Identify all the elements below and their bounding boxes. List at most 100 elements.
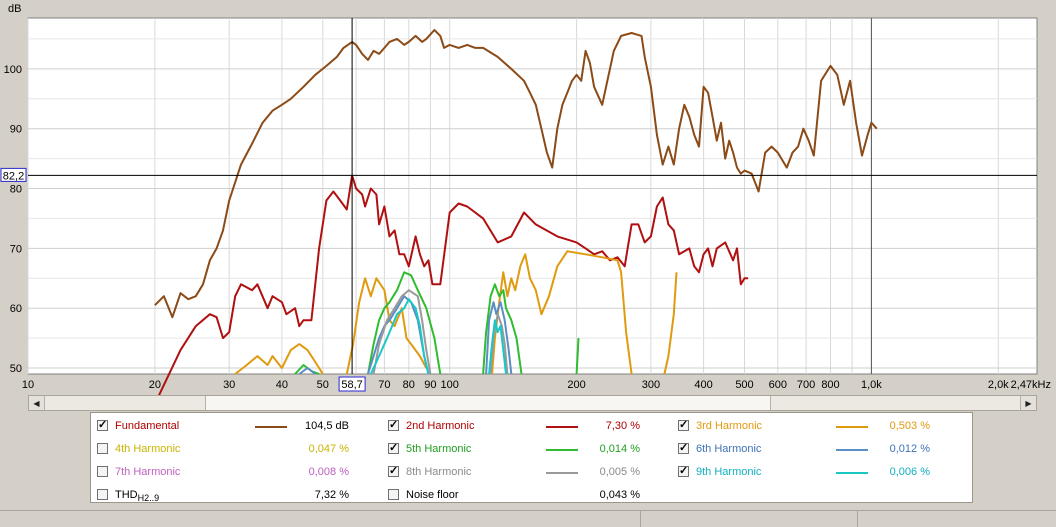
legend-item-thd[interactable]: THDH2..9 7,32 % [97, 487, 383, 505]
x-tick-label: 2,47kHz [1011, 379, 1051, 391]
series-layer [154, 29, 878, 395]
series-line [663, 272, 678, 375]
cursor-x-badge [338, 376, 366, 392]
cursor: 82,2 58,7 [0, 18, 1037, 392]
legend-value: 0,503 % [889, 420, 930, 432]
plot-area[interactable] [27, 17, 1038, 375]
legend-value: 7,30 % [605, 420, 640, 432]
legend-value: 0,008 % [308, 466, 349, 478]
legend-swatch [836, 472, 868, 474]
checkbox-unchecked[interactable] [97, 466, 108, 477]
legend-item-9th-harmonic[interactable]: ✓ 9th Harmonic 0,006 % [678, 464, 964, 482]
legend-label: Noise floor [406, 489, 459, 501]
legend-label: 8th Harmonic [406, 466, 472, 478]
legend-label: 4th Harmonic [115, 443, 181, 455]
series-9th-harmonic [369, 298, 507, 375]
legend-value: 0,043 % [599, 489, 640, 501]
series-line [575, 338, 580, 375]
x-tick-label: 500 [735, 379, 753, 391]
legend-item-7th-harmonic[interactable]: 7th Harmonic 0,008 % [97, 464, 383, 482]
legend-label: 9th Harmonic [696, 466, 762, 478]
x-tick-label: 100 [441, 379, 459, 391]
checkbox-checked[interactable]: ✓ [388, 442, 399, 454]
axis-labels: 50 60 70 80 90 100 10 20 30 40 50 70 80 90 100 200 300 40… [4, 64, 1051, 391]
series-line [369, 298, 430, 375]
checkbox-checked[interactable]: ✓ [97, 419, 108, 431]
series-line [298, 367, 316, 375]
series-line [234, 343, 324, 375]
x-tick-label: 300 [642, 379, 660, 391]
checkbox-checked[interactable]: ✓ [388, 419, 399, 431]
legend-value: 0,047 % [308, 443, 349, 455]
cursor-y-badge [0, 167, 27, 182]
x-tick-label: 10 [22, 379, 34, 391]
triangle-right-icon: ▶ [1025, 398, 1032, 408]
legend-label: 6th Harmonic [696, 443, 762, 455]
y-axis-label: dB [8, 3, 21, 15]
x-tick-label: 90 [424, 379, 436, 391]
series-fundamental [154, 29, 878, 319]
legend-swatch [836, 426, 868, 428]
legend-item-2nd-harmonic[interactable]: ✓ 2nd Harmonic 7,30 % [388, 418, 674, 436]
y-tick-label: 90 [10, 124, 22, 136]
legend-value: 0,006 % [889, 466, 930, 478]
legend-label: 7th Harmonic [115, 466, 181, 478]
scrollbar-thumb[interactable] [205, 396, 771, 410]
checkbox-checked[interactable]: ✓ [678, 465, 689, 477]
x-tick-label: 80 [403, 379, 415, 391]
checkbox-checked[interactable]: ✓ [678, 419, 689, 431]
legend-item-noise-floor[interactable]: Noise floor 0,043 % [388, 487, 674, 505]
y-tick-label: 50 [10, 363, 22, 375]
x-tick-label: 30 [223, 379, 235, 391]
y-tick-label: 80 [10, 184, 22, 196]
series-line [154, 29, 878, 319]
legend-label: THDH2..9 [115, 489, 160, 504]
x-tick-label: 50 [317, 379, 329, 391]
horizontal-scrollbar[interactable]: ◀ ▶ [28, 395, 1037, 411]
checkbox-unchecked[interactable] [97, 443, 108, 454]
legend-item-3rd-harmonic[interactable]: ✓ 3rd Harmonic 0,503 % [678, 418, 964, 436]
x-tick-label: 600 [769, 379, 787, 391]
cursor-x-label: 58,7 [341, 379, 362, 391]
legend-label: Fundamental [115, 420, 180, 432]
series-line [158, 174, 749, 395]
series-line [489, 313, 509, 375]
series-line [367, 271, 442, 375]
x-tick-label: 200 [567, 379, 585, 391]
series-line [482, 283, 523, 375]
checkbox-unchecked[interactable] [388, 489, 399, 500]
triangle-left-icon: ◀ [33, 398, 40, 408]
x-tick-label: 20 [149, 379, 161, 391]
legend-panel: ✓ Fundamental 104,5 dB ✓ 2nd Harmonic 7,30 % ✓… [90, 412, 973, 503]
legend-value: 0,014 % [599, 443, 640, 455]
y-tick-label: 60 [10, 303, 22, 315]
scroll-left-button[interactable]: ◀ [29, 396, 45, 410]
x-tick-label: 400 [694, 379, 712, 391]
series-line [491, 250, 633, 375]
legend-item-4th-harmonic[interactable]: 4th Harmonic 0,047 % [97, 441, 383, 459]
checkbox-checked[interactable]: ✓ [388, 465, 399, 477]
legend-swatch [546, 472, 578, 474]
legend-label: 3rd Harmonic [696, 420, 763, 432]
series-line [372, 289, 432, 375]
x-tick-label: 1,0k [861, 379, 882, 391]
scroll-right-button[interactable]: ▶ [1020, 396, 1036, 410]
legend-item-8th-harmonic[interactable]: ✓ 8th Harmonic 0,005 % [388, 464, 674, 482]
x-tick-label: 2,0k [988, 379, 1009, 391]
cursor-y-label: 82,2 [3, 170, 24, 182]
x-tick-label: 800 [821, 379, 839, 391]
x-tick-label: 700 [797, 379, 815, 391]
y-tick-label: 70 [10, 243, 22, 255]
series-8th-harmonic [372, 289, 509, 375]
harmonics-chart[interactable]: 82,2 58,7 50 60 70 80 90 100 10 20 30 40 50 70 80 90 10… [0, 0, 1056, 395]
legend-swatch [255, 426, 287, 428]
legend-value: 0,005 % [599, 466, 640, 478]
legend-swatch [546, 426, 578, 428]
grid [27, 18, 1037, 374]
series-line [485, 301, 513, 375]
legend-item-fundamental[interactable]: ✓ Fundamental 104,5 dB [97, 418, 383, 436]
checkbox-unchecked[interactable] [97, 489, 108, 500]
legend-item-5th-harmonic[interactable]: ✓ 5th Harmonic 0,014 % [388, 441, 674, 459]
checkbox-checked[interactable]: ✓ [678, 442, 689, 454]
legend-item-6th-harmonic[interactable]: ✓ 6th Harmonic 0,012 % [678, 441, 964, 459]
